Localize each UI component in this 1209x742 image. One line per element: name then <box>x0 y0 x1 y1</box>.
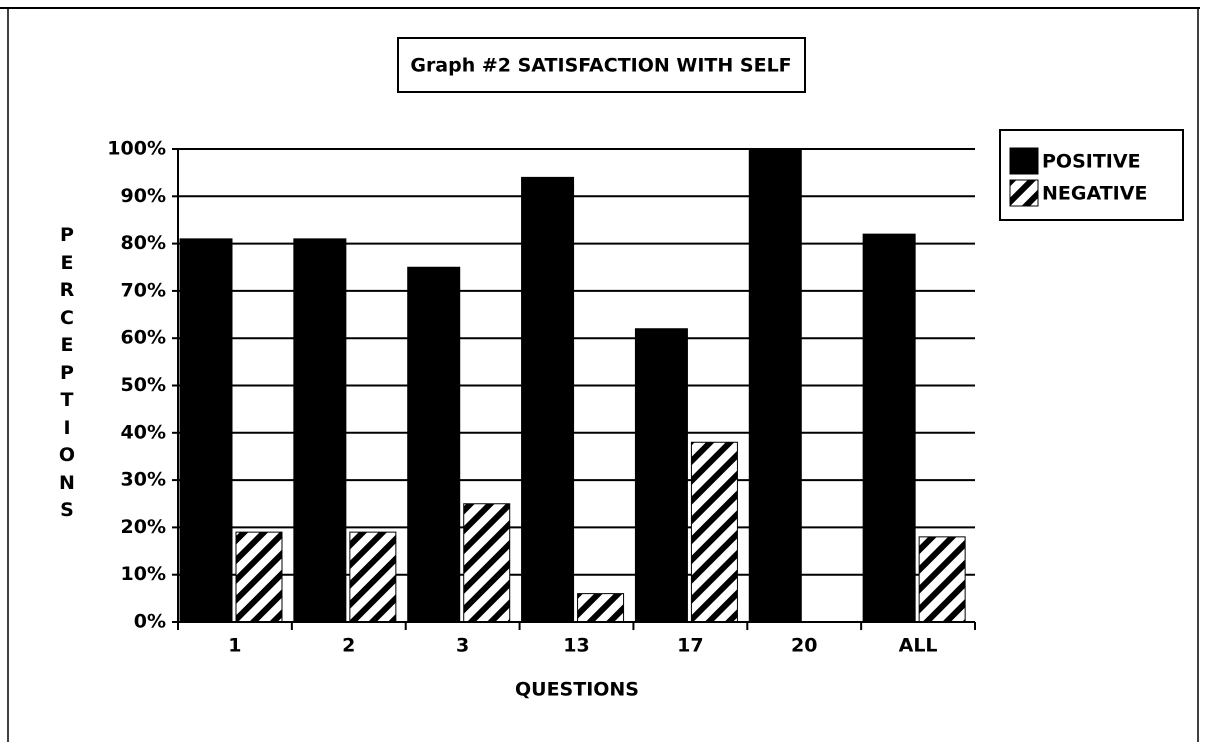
x-tick-label: 20 <box>791 635 817 657</box>
bar <box>407 266 461 623</box>
x-tick-label: 1 <box>228 635 241 657</box>
x-tick-label: 17 <box>677 635 703 657</box>
x-tick-label: 3 <box>456 635 469 657</box>
bar <box>862 233 916 623</box>
y-tick-label: 60% <box>121 327 166 349</box>
bar <box>634 328 688 623</box>
bar <box>463 503 511 623</box>
legend-swatch <box>1009 179 1039 207</box>
x-axis-label: QUESTIONS <box>515 679 639 701</box>
title-box <box>397 37 806 93</box>
y-tick-label: 0% <box>134 611 166 633</box>
bar <box>235 531 283 623</box>
y-tick-label: 80% <box>121 232 166 254</box>
bar <box>690 441 738 623</box>
y-tick-label: 100% <box>107 138 166 160</box>
legend-swatch <box>1009 147 1039 175</box>
y-tick-label: 40% <box>121 421 166 443</box>
chart-title: Graph #2 SATISFACTION WITH SELF <box>410 55 791 77</box>
x-tick-label: 13 <box>563 635 589 657</box>
y-axis-label: PERCEPTIONS <box>58 224 76 521</box>
bar <box>521 176 575 623</box>
bar <box>349 531 397 623</box>
legend-label: NEGATIVE <box>1042 183 1147 205</box>
y-tick-label: 10% <box>121 563 166 585</box>
y-tick-label: 70% <box>121 279 166 301</box>
y-tick-label: 20% <box>121 516 166 538</box>
bar <box>293 238 347 623</box>
bar <box>577 593 625 623</box>
x-tick-label: ALL <box>899 635 938 657</box>
bar <box>918 536 966 623</box>
bar <box>748 148 802 623</box>
y-tick-label: 50% <box>121 374 166 396</box>
legend-label: POSITIVE <box>1042 151 1141 173</box>
y-tick-label: 30% <box>121 469 166 491</box>
x-tick-label: 2 <box>342 635 355 657</box>
y-tick-label: 90% <box>121 185 166 207</box>
bar <box>179 238 233 623</box>
